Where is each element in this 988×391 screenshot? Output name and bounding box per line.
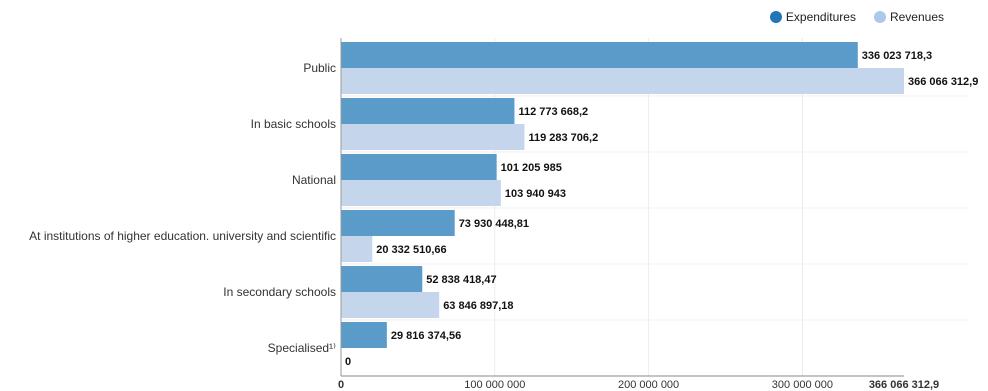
data-label-revenues: 20 332 510,66 — [376, 244, 446, 256]
bar-expenditures[interactable] — [341, 266, 423, 292]
bar-revenues[interactable] — [341, 180, 501, 206]
bar-revenues[interactable] — [341, 68, 904, 94]
data-label-expenditures: 112 773 668,2 — [518, 106, 588, 118]
x-tick-label: 100 000 000 — [464, 379, 525, 391]
category-label: At institutions of higher education. uni… — [29, 229, 336, 243]
category-label: In secondary schools — [223, 285, 336, 299]
bar-revenues[interactable] — [341, 124, 525, 150]
bar-revenues[interactable] — [341, 236, 373, 262]
data-label-revenues: 63 846 897,18 — [443, 300, 513, 312]
bar-expenditures[interactable] — [341, 322, 387, 348]
data-label-expenditures: 336 023 718,3 — [862, 50, 932, 62]
legend-marker-revenues — [873, 11, 886, 23]
data-label-expenditures: 101 205 985 — [501, 162, 562, 174]
category-label: Public — [303, 61, 336, 75]
bar-revenues[interactable] — [341, 292, 440, 318]
x-tick-label: 0 — [338, 379, 344, 391]
data-label-revenues: 103 940 943 — [505, 188, 566, 200]
legend-item-expenditures[interactable]: Expenditures — [769, 10, 856, 24]
bar-expenditures[interactable] — [341, 154, 497, 180]
category-label: National — [292, 173, 336, 187]
bar-expenditures[interactable] — [341, 42, 858, 68]
category-label: In basic schools — [251, 117, 336, 131]
data-label-expenditures: 73 930 448,81 — [459, 218, 529, 230]
data-label-revenues: 119 283 706,2 — [528, 132, 598, 144]
legend-label-expenditures: Expenditures — [785, 10, 856, 24]
chart-legend: Expenditures Revenues — [769, 10, 944, 24]
legend-label-revenues: Revenues — [889, 10, 944, 24]
bar-expenditures[interactable] — [341, 98, 515, 124]
data-label-revenues: 0 — [345, 356, 351, 368]
category-label: Specialised¹⁾ — [268, 341, 336, 355]
data-label-expenditures: 29 816 374,56 — [391, 330, 461, 342]
x-tick-label: 200 000 000 — [618, 379, 679, 391]
data-label-expenditures: 52 838 418,47 — [426, 274, 496, 286]
legend-item-revenues[interactable]: Revenues — [873, 10, 944, 24]
legend-marker-expenditures — [769, 11, 782, 23]
x-tick-label: 300 000 000 — [772, 379, 833, 391]
data-label-revenues: 366 066 312,9 — [908, 76, 978, 88]
x-tick-label: 366 066 312,9 — [869, 379, 939, 391]
bar-expenditures[interactable] — [341, 210, 455, 236]
